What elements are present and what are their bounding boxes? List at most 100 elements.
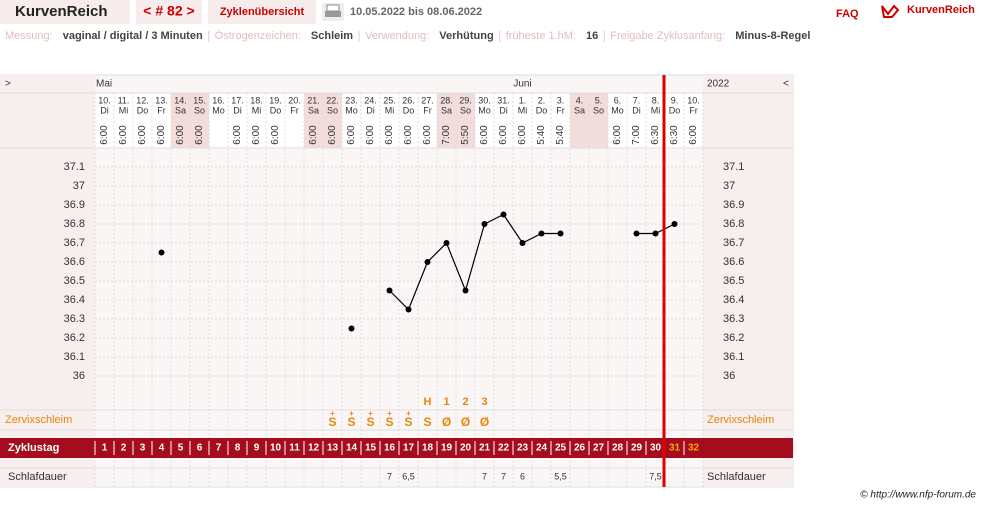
sleep-value: 6,5 [402,471,415,481]
row-label: Zervixschleim [5,414,72,426]
date-label: 31. [497,95,510,105]
weekday-label: Mi [518,105,528,115]
time-label: 6:00 [612,125,623,145]
cycle-day: 4 [159,443,165,454]
y-tick-label-right: 37 [723,180,735,192]
cycle-day: 31 [669,443,681,454]
weekend-column [171,93,190,148]
cycle-day: 5 [178,443,184,454]
info-bar: Messung: vaginal / digital / 3 Minuten Öst… [5,30,810,42]
y-tick-label: 36 [73,370,85,382]
weekday-label: Fr [689,105,698,115]
y-tick-label: 37 [73,180,85,192]
mucus-symbol: S [328,415,336,429]
temperature-point [557,230,564,237]
y-tick-label: 36.1 [64,351,85,363]
weekday-label: Sa [308,105,319,115]
nav-prev[interactable]: > [5,79,11,90]
time-label: 5:40 [536,125,547,145]
sleep-value: 7,5 [649,471,662,481]
time-label: 6:00 [175,125,186,145]
time-label: 6:00 [270,125,281,145]
cycle-day: 12 [308,443,320,454]
overview-box [208,0,316,24]
time-label: 6:00 [498,125,509,145]
weekend-column [589,93,608,148]
date-label: 25. [383,95,396,105]
time-label: 6:00 [517,125,528,145]
y-tick-label-right: 36.3 [723,313,744,325]
y-tick-label-right: 36 [723,370,735,382]
cycle-day: 3 [140,443,146,454]
cycle-day: 29 [631,443,643,454]
overview-link[interactable]: Zyklenübersicht [220,6,305,18]
y-tick-label: 37.1 [64,161,85,173]
sleep-value: 7 [482,471,487,481]
weekend-column [323,93,342,148]
temperature-point [405,306,412,313]
year: 2022 [707,79,730,90]
date-label: 9. [671,95,679,105]
date-label: 2. [538,95,546,105]
time-label: 6:00 [688,125,699,145]
cycle-day: 13 [327,443,339,454]
weekday-label: Fr [290,105,299,115]
weekday-label: Mi [252,105,262,115]
mucus-plus: + [387,409,392,418]
y-tick-label-right: 36.5 [723,275,744,287]
peak-mark: 2 [462,396,468,408]
date-label: 10. [687,95,700,105]
temperature-point [652,230,659,237]
faq-link[interactable]: FAQ [836,8,859,20]
date-label: 6. [614,95,622,105]
cycle-day: 17 [403,443,415,454]
logo[interactable]: KurvenReich [907,4,975,16]
date-label: 18. [250,95,263,105]
date-label: 11. [118,95,130,105]
cycle-day: 2 [121,443,127,454]
info-value: Schleim [311,30,353,42]
weekday-label: Do [403,105,415,115]
info-label: Freigabe Zyklusanfang: [610,30,725,42]
weekday-label: Mi [385,105,395,115]
temperature-point [158,249,165,256]
cycle-day: 27 [593,443,605,454]
cycle-day: 28 [612,443,624,454]
time-label: 6:30 [669,125,680,145]
temperature-point [443,240,450,246]
sleep-value: 6 [520,471,525,481]
time-label: 5:40 [555,125,566,145]
weekday-label: Mi [119,105,129,115]
nav-next[interactable]: < [783,79,789,90]
weekday-label: Do [669,105,681,115]
printer-icon[interactable] [322,3,344,21]
time-label: 5:50 [460,125,471,145]
time-label: 6:00 [232,125,243,145]
cycle-day: 22 [498,443,510,454]
y-tick-label-right: 36.7 [723,237,744,249]
weekday-label: Di [499,105,508,115]
mucus-plus: + [349,409,354,418]
mucus-symbol: S [366,415,374,429]
cycle-day: 7 [216,443,222,454]
sleep-value: 7 [501,471,506,481]
weekday-label: Do [137,105,149,115]
cycle-nav[interactable]: < # 82 > [143,3,194,19]
temperature-point [424,259,431,265]
y-tick-label: 36.6 [64,256,85,268]
date-label: 10. [98,95,111,105]
cycle-day: 23 [517,443,529,454]
weekday-label: Di [632,105,641,115]
time-label: 6:00 [194,125,205,145]
cycle-day: 14 [346,443,358,454]
mucus-symbol: Ø [461,415,470,429]
weekend-column [437,93,456,148]
date-label: 19. [269,95,282,105]
info-label: Messung: [5,30,53,42]
weekday-label: Mo [478,105,491,115]
date-label: 16. [212,95,225,105]
label-column [703,75,793,487]
weekday-label: Fr [556,105,565,115]
